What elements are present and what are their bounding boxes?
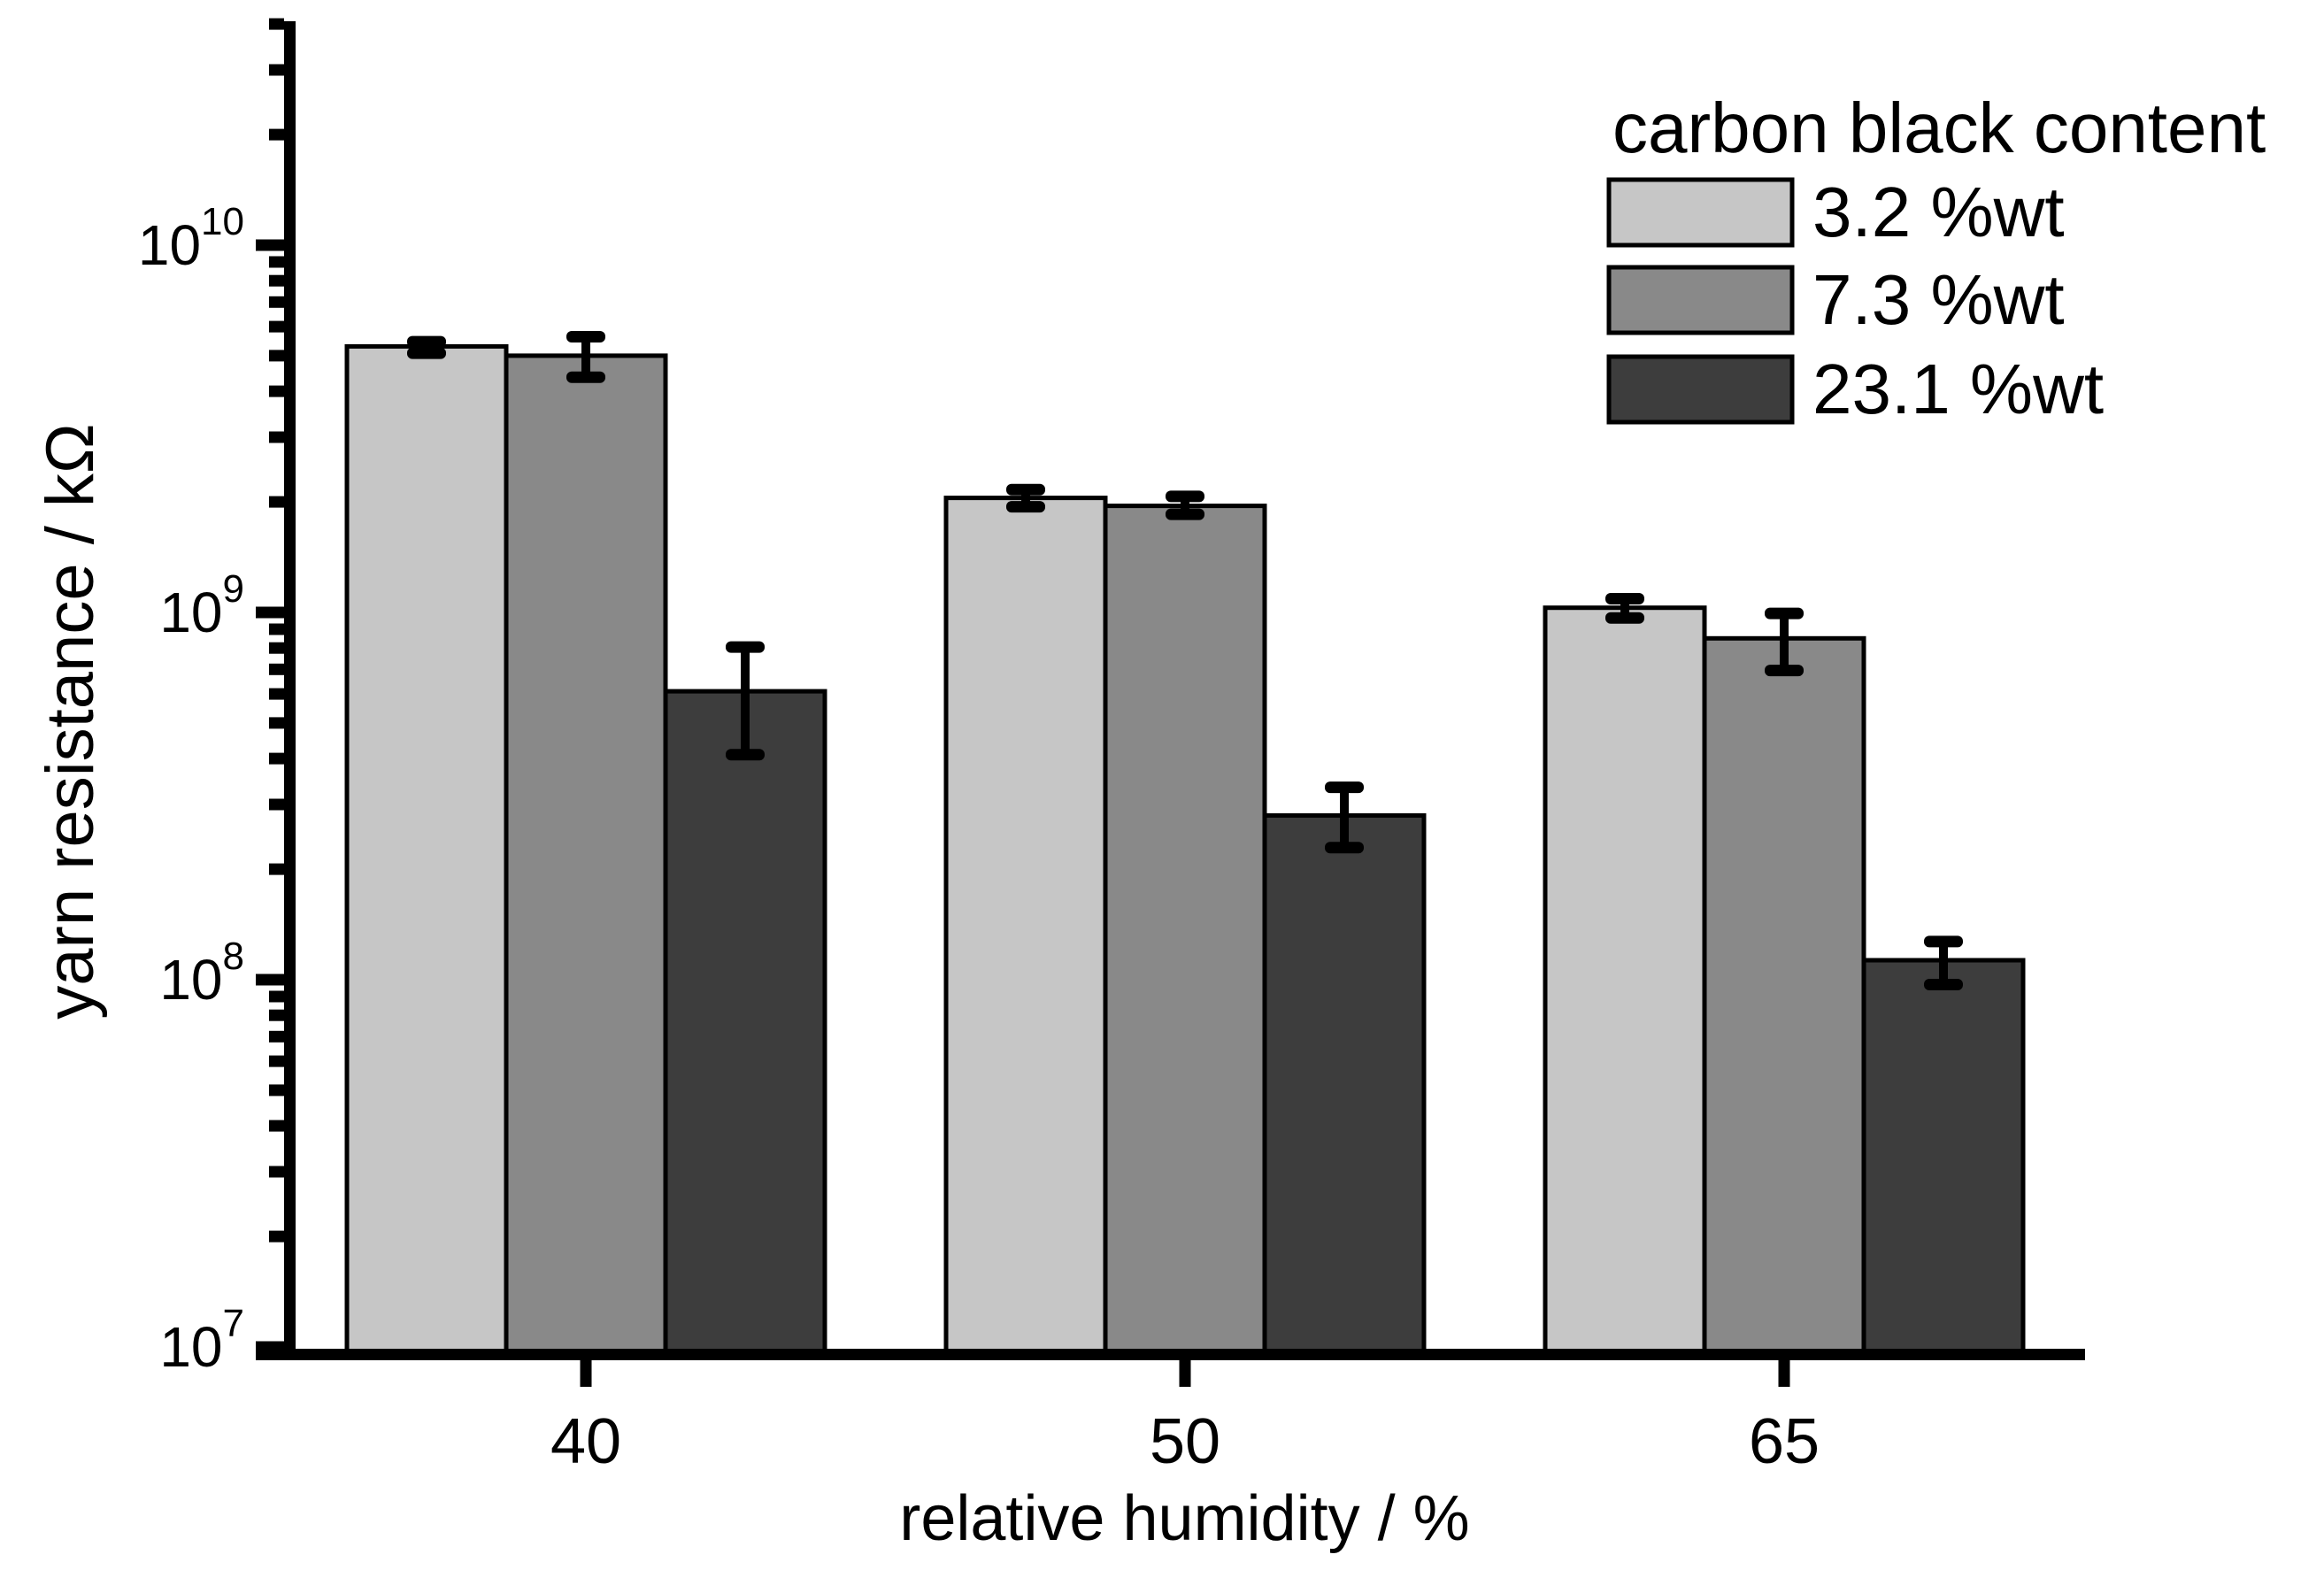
bar-50rh-7.3%wt	[1103, 504, 1267, 1357]
y-tick-label-1e9: 109	[159, 567, 244, 644]
y-minor-tick	[269, 128, 284, 141]
y-minor-tick	[269, 496, 284, 508]
y-minor-tick	[269, 663, 284, 675]
error-bar-40rh-7.3%wt-cap-high	[566, 331, 605, 342]
bar-40rh-3.2%wt	[344, 343, 509, 1357]
x-tick-label-65: 65	[1749, 1406, 1820, 1477]
error-bar-65rh-23.1%wt-cap-low	[1924, 979, 1963, 990]
y-minor-tick	[269, 350, 284, 362]
y-minor-tick	[269, 990, 284, 1003]
error-bar-40rh-3.2%wt-cap-low	[407, 347, 446, 359]
x-tick-40	[580, 1360, 592, 1387]
y-axis-line	[284, 21, 296, 1360]
error-bar-65rh-7.3%wt-cap-low	[1765, 665, 1804, 677]
y-major-tick-1e9	[256, 606, 284, 619]
legend-label-23.1%wt: 23.1 %wt	[1812, 350, 2104, 428]
bar-65rh-3.2%wt	[1543, 605, 1707, 1357]
y-minor-tick	[269, 642, 284, 654]
error-bar-65rh-3.2%wt-cap-high	[1605, 593, 1644, 604]
error-bar-50rh-23.1%wt-cap-low	[1325, 842, 1364, 854]
error-bar-50rh-3.2%wt-cap-low	[1006, 501, 1045, 513]
y-major-tick-1e8	[256, 974, 284, 986]
y-minor-tick	[269, 752, 284, 765]
y-minor-tick	[269, 385, 284, 397]
y-minor-tick	[269, 623, 284, 635]
y-minor-tick	[269, 1084, 284, 1097]
y-minor-tick	[269, 296, 284, 308]
y-minor-tick	[269, 1120, 284, 1132]
error-bar-40rh-3.2%wt-cap-high	[407, 335, 446, 348]
y-tick-label-1e10: 1010	[138, 200, 244, 277]
y-tick-label-1e7: 107	[159, 1302, 244, 1379]
legend-title: carbon black content	[1612, 89, 2266, 167]
y-minor-tick	[269, 1055, 284, 1067]
bar-40rh-7.3%wt	[504, 353, 668, 1357]
y-tick-label-1e8: 108	[159, 935, 244, 1012]
y-minor-tick	[269, 64, 284, 76]
y-minor-tick	[269, 688, 284, 700]
y-axis-title: yarn resistance / kΩ	[33, 423, 108, 1020]
y-minor-tick	[269, 431, 284, 443]
error-bar-40rh-23.1%wt-cap-high	[726, 641, 765, 653]
error-bar-50rh-23.1%wt-cap-high	[1325, 781, 1364, 794]
error-bar-50rh-3.2%wt-cap-high	[1006, 483, 1045, 496]
bar-65rh-23.1%wt	[1861, 958, 2026, 1357]
error-bar-65rh-7.3%wt-cap-high	[1765, 607, 1804, 620]
x-tick-label-50: 50	[1150, 1406, 1220, 1477]
y-minor-tick	[269, 717, 284, 729]
y-minor-tick	[269, 1166, 284, 1178]
y-major-tick-1e7	[256, 1341, 284, 1353]
legend-label-3.2%wt: 3.2 %wt	[1812, 173, 2065, 251]
x-axis-title: relative humidity / %	[899, 1483, 1469, 1554]
y-minor-tick	[269, 798, 284, 811]
x-axis-line	[256, 1349, 2085, 1360]
legend-swatch-7.3%wt	[1606, 265, 1795, 335]
bar-40rh-23.1%wt	[663, 689, 827, 1357]
x-tick-65	[1778, 1360, 1790, 1387]
bar-65rh-7.3%wt	[1702, 635, 1866, 1357]
error-bar-50rh-7.3%wt-cap-low	[1166, 508, 1204, 520]
legend-swatch-3.2%wt	[1606, 177, 1795, 248]
error-bar-50rh-7.3%wt-cap-high	[1166, 490, 1204, 503]
y-minor-tick	[269, 1230, 284, 1243]
y-minor-tick	[269, 18, 284, 30]
error-bar-65rh-23.1%wt-cap-high	[1924, 935, 1963, 948]
y-minor-tick	[269, 1009, 284, 1021]
bar-50rh-3.2%wt	[943, 496, 1108, 1357]
error-bar-40rh-7.3%wt-cap-low	[566, 371, 605, 383]
error-bar-40rh-23.1%wt-cap-low	[726, 749, 765, 761]
x-tick-label-40: 40	[550, 1406, 621, 1477]
legend-label-7.3%wt: 7.3 %wt	[1812, 260, 2065, 339]
error-bar-65rh-3.2%wt-cap-low	[1605, 612, 1644, 624]
legend-swatch-23.1%wt	[1606, 354, 1795, 425]
y-minor-tick	[269, 274, 284, 287]
x-tick-50	[1179, 1360, 1191, 1387]
y-minor-tick	[269, 863, 284, 875]
y-minor-tick	[269, 1030, 284, 1043]
y-major-tick-1e10	[256, 239, 284, 251]
y-minor-tick	[269, 256, 284, 268]
y-minor-tick	[269, 320, 284, 333]
bar-50rh-23.1%wt	[1262, 812, 1427, 1357]
